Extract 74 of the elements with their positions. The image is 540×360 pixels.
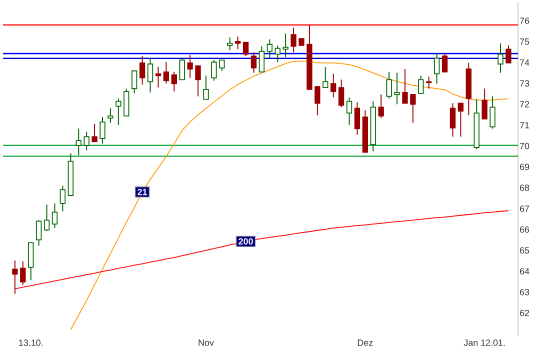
candlestick [498, 42, 504, 74]
candlestick [179, 58, 185, 80]
y-tick-label: 68 [520, 184, 530, 191]
candlestick [282, 33, 288, 58]
candlestick [203, 75, 209, 100]
candlestick [147, 58, 154, 93]
y-tick-label: 70 [520, 142, 530, 150]
candlestick [116, 98, 122, 126]
x-tick-label: Nov [198, 340, 214, 346]
candlestick [171, 71, 177, 92]
candlestick [219, 60, 225, 72]
candlestick [290, 27, 296, 53]
y-tick-label: 76 [520, 18, 530, 24]
candlestick [394, 72, 400, 105]
candlestick [426, 76, 432, 90]
candlestick [346, 96, 352, 126]
x-tick-label: 13.10. [19, 340, 42, 346]
candlestick [450, 102, 456, 138]
candlestick [490, 96, 496, 130]
candlestick [108, 108, 114, 124]
candlestick [378, 94, 384, 119]
candlestick [195, 65, 201, 97]
candlestick [20, 260, 26, 286]
candlestick [132, 70, 138, 94]
x-tick-label: Dez [358, 340, 373, 346]
candlestick [482, 88, 488, 120]
candlestick [434, 52, 440, 84]
y-tick-label: 66 [520, 226, 530, 233]
candlestick [266, 38, 272, 59]
candlestick [458, 102, 464, 138]
x-tick-label: Jan 12.01. [464, 340, 505, 346]
candlestick [92, 123, 98, 142]
y-tick-label: 71 [520, 122, 530, 128]
candlestick [234, 36, 241, 50]
candlestick [322, 66, 328, 88]
candlestick [12, 260, 18, 294]
candlestick [84, 131, 90, 151]
candlestick [100, 116, 106, 144]
candlestick [442, 52, 448, 72]
candlestick [418, 75, 424, 94]
y-tick-label: 64 [520, 268, 530, 274]
candlestick [76, 128, 82, 156]
y-tick-label: 73 [520, 80, 530, 87]
candlestick [250, 52, 257, 74]
candlestick [274, 44, 280, 63]
candlestick [386, 71, 392, 99]
candlestick [242, 42, 249, 57]
candlestick [139, 56, 146, 86]
candlestick [338, 79, 344, 108]
candlestick [211, 60, 217, 82]
candlestick [227, 36, 233, 51]
candlestick [354, 102, 360, 136]
candlestick [155, 66, 162, 88]
candlestick [258, 46, 265, 72]
candlestick [402, 68, 408, 104]
candlestick [36, 220, 42, 246]
candlestick [60, 185, 66, 212]
series-label: 21 [138, 188, 148, 196]
candlestick [187, 54, 193, 78]
candlestick [410, 94, 416, 124]
candlestick [163, 62, 170, 84]
y-tick-label: 74 [520, 59, 530, 66]
y-tick-label: 75 [520, 38, 530, 45]
y-tick-label: 69 [520, 164, 530, 170]
y-tick-label: 72 [520, 101, 530, 108]
candlestick [44, 204, 50, 232]
candlestick [330, 73, 336, 98]
candlestick [52, 202, 58, 229]
y-tick-label: 65 [520, 247, 530, 254]
candlestick [506, 44, 512, 64]
y-tick-label: 67 [520, 205, 530, 212]
candlestick [314, 86, 320, 116]
y-tick-label: 62 [520, 310, 530, 316]
y-tick-label: 63 [520, 288, 530, 296]
